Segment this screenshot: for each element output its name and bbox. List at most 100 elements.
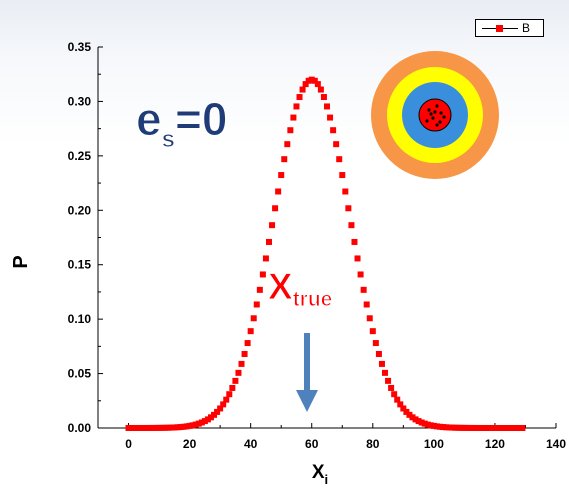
data-point [226,391,233,398]
data-point [281,156,288,163]
data-point [354,255,361,262]
data-point [265,238,272,245]
data-point [314,81,321,88]
data-point [293,103,300,110]
data-point [229,384,236,391]
es-annotation: es=0 [136,93,227,153]
data-point [146,424,153,431]
data-point [516,425,523,431]
data-point [494,425,501,431]
y-tick-label: 0.05 [68,367,92,381]
data-point [406,411,413,418]
data-point [336,156,343,163]
data-point [464,424,471,431]
data-point [140,424,147,431]
legend-marker [496,25,503,32]
data-point [433,423,440,430]
data-point [510,425,517,431]
data-point [131,424,138,431]
data-point [198,419,205,426]
data-point [207,414,214,421]
data-point [375,350,382,357]
data-point [125,425,132,431]
data-point [324,103,330,110]
data-point [440,424,447,431]
y-tick-label: 0.15 [68,258,92,272]
data-point [317,86,324,93]
x-tick-label: 20 [183,437,197,451]
y-tick-label: 0.10 [68,312,92,326]
data-point [134,424,141,431]
data-point [473,424,480,431]
data-point [348,222,355,229]
data-point [262,255,269,262]
x-axis-title: Xi [312,462,328,487]
data-point [339,172,346,179]
data-point [388,384,395,391]
data-point [345,205,352,212]
data-point [259,271,266,278]
data-point [250,315,257,322]
data-point [519,425,526,431]
data-point [382,369,389,376]
x-tick-label: 120 [485,437,505,451]
data-point [159,424,166,431]
data-point [436,423,443,430]
x-tick-label: 40 [244,437,258,451]
data-point [498,425,505,431]
data-point [443,424,450,431]
data-point [424,421,431,428]
data-point [391,391,398,398]
data-point [351,238,358,245]
data-point [201,418,208,425]
data-point [272,205,279,212]
data-point [366,315,373,322]
y-tick-label: 0.00 [68,421,92,435]
data-point [461,424,468,431]
data-point [476,424,483,431]
xtrue-annotation: Xtrue [268,266,332,311]
arrow-down-icon [296,333,318,412]
data-point [394,396,401,403]
data-point [241,350,248,357]
data-point [449,424,456,431]
data-point [342,188,349,195]
data-point [299,86,306,93]
data-point [409,414,416,421]
y-tick-label: 0.20 [68,203,92,217]
data-point [452,424,459,431]
data-point [412,416,419,423]
data-point [385,377,392,384]
data-point [415,418,422,425]
data-point [455,424,462,431]
data-point [244,340,251,347]
data-point [153,424,160,431]
data-point [360,286,367,293]
data-point [128,424,135,431]
data-point [177,424,184,431]
data-point [171,424,178,431]
data-point [363,301,370,308]
data-point [165,424,172,431]
y-tick-label: 0.25 [68,149,92,163]
data-point [180,423,187,430]
x-tick-label: 0 [125,437,132,451]
data-point [238,360,245,367]
data-point [311,77,318,84]
data-point [491,425,498,431]
data-point [327,114,334,121]
data-point [357,271,364,278]
data-point [232,377,239,384]
data-point [162,424,169,431]
x-tick-label: 100 [424,437,444,451]
data-point [372,340,379,347]
data-point [427,422,434,429]
y-tick-label: 0.30 [68,94,92,108]
data-point [458,424,465,431]
x-tick-label: 60 [305,437,319,451]
data-point [369,328,376,335]
data-point [149,424,156,431]
data-point [278,172,285,179]
y-tick-label: 0.35 [68,40,92,54]
